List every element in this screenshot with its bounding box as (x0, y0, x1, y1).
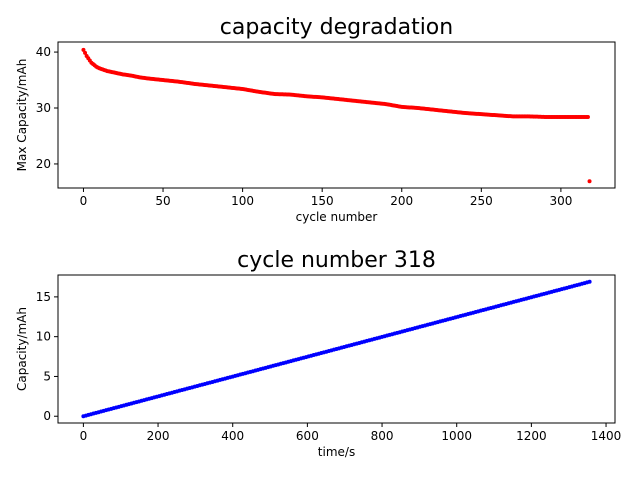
x-tick-label: 1200 (516, 429, 547, 443)
data-point (81, 47, 86, 52)
y-axis-label: Max Capacity/mAh (15, 59, 29, 172)
x-axis-label: cycle number (296, 210, 378, 224)
data-point (587, 279, 592, 284)
x-tick-label: 0 (80, 194, 88, 208)
x-tick-label: 300 (549, 194, 572, 208)
y-tick-label: 15 (36, 290, 51, 304)
y-tick-label: 40 (36, 45, 51, 59)
x-tick-label: 0 (80, 429, 88, 443)
plot-frame (57, 41, 616, 189)
data-points (81, 47, 592, 184)
y-axis-label: Capacity/mAh (15, 307, 29, 391)
y-tick-label: 5 (43, 369, 51, 383)
y-tick-label: 20 (36, 157, 51, 171)
y-tick-label: 30 (36, 101, 51, 115)
data-points (81, 279, 592, 419)
x-axis-label: time/s (318, 445, 355, 459)
chart-title: cycle number 318 (237, 248, 436, 273)
x-tick-label: 100 (231, 194, 254, 208)
x-tick-label: 250 (470, 194, 493, 208)
x-tick-label: 50 (155, 194, 170, 208)
x-tick-label: 1400 (591, 429, 622, 443)
x-tick-label: 200 (147, 429, 170, 443)
x-tick-label: 400 (221, 429, 244, 443)
data-point (587, 179, 592, 184)
x-tick-label: 800 (371, 429, 394, 443)
x-tick-label: 150 (311, 194, 334, 208)
data-point (585, 114, 590, 119)
data-point (83, 50, 88, 55)
x-tick-label: 1000 (441, 429, 472, 443)
plot-frame (57, 274, 616, 424)
chart-title: capacity degradation (220, 15, 453, 40)
y-tick-label: 0 (43, 409, 51, 423)
chart-1: capacity degradation 0 50 100 150 200 250 300 20… (15, 15, 616, 224)
y-tick-label: 10 (36, 330, 51, 344)
chart-2: cycle number 318 0 200 400 600 800 1000 1200 140… (15, 248, 621, 459)
x-tick-label: 200 (390, 194, 413, 208)
x-tick-label: 600 (296, 429, 319, 443)
